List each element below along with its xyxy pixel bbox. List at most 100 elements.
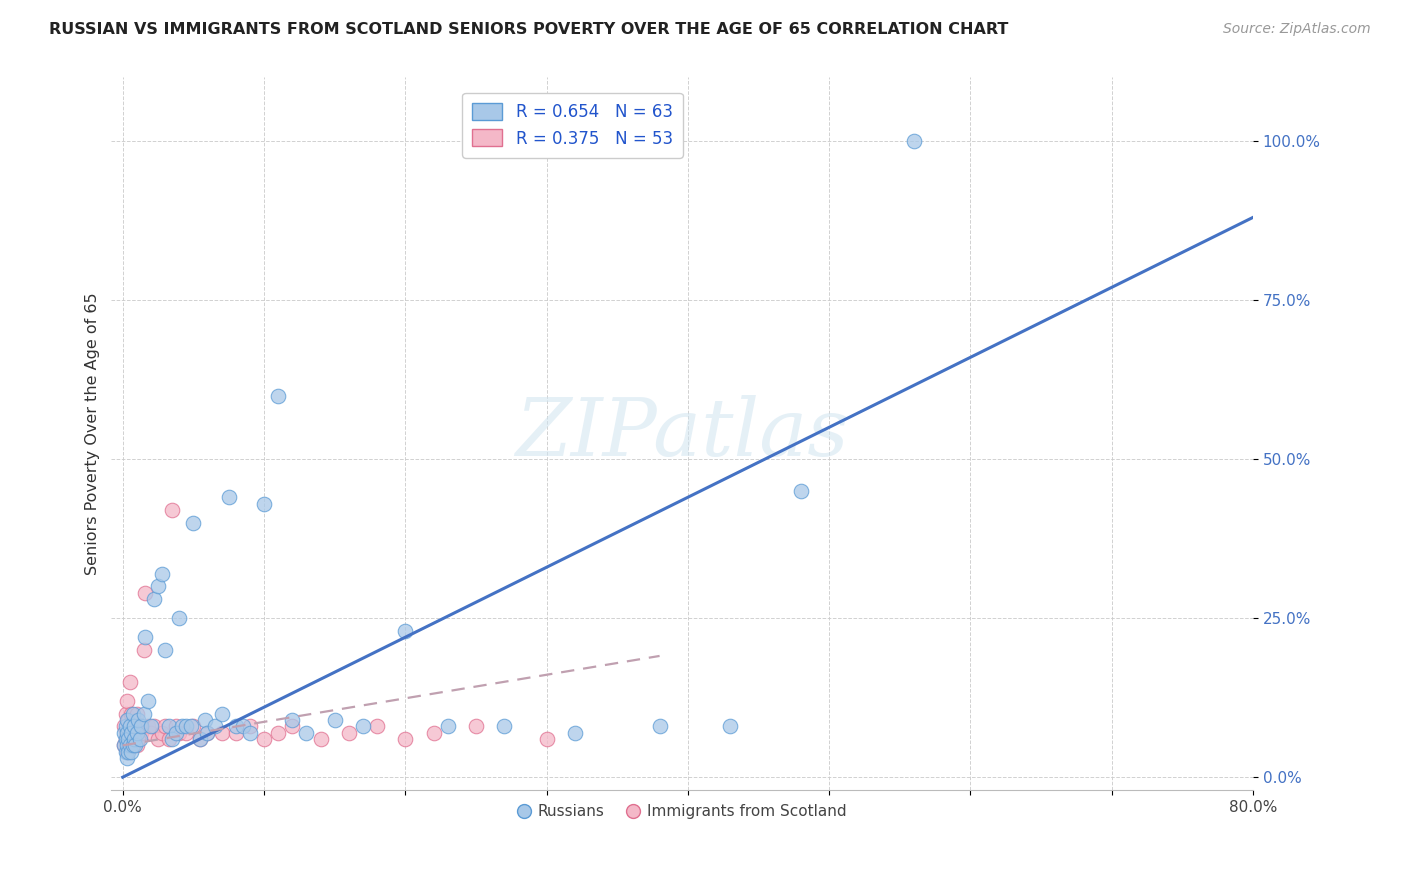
Point — [146, 731, 169, 746]
Point — [150, 725, 173, 739]
Point — [117, 731, 139, 746]
Point — [218, 490, 240, 504]
Point — [112, 725, 135, 739]
Point — [127, 713, 149, 727]
Point — [167, 725, 190, 739]
Point — [153, 643, 176, 657]
Point — [394, 731, 416, 746]
Point — [115, 739, 138, 753]
Point — [115, 751, 138, 765]
Point — [253, 731, 276, 746]
Text: Source: ZipAtlas.com: Source: ZipAtlas.com — [1223, 22, 1371, 37]
Point — [112, 739, 135, 753]
Point — [190, 731, 212, 746]
Point — [253, 497, 276, 511]
Point — [194, 713, 217, 727]
Point — [114, 706, 136, 721]
Point — [112, 719, 135, 733]
Point — [139, 719, 162, 733]
Point — [165, 719, 187, 733]
Point — [122, 725, 145, 739]
Text: RUSSIAN VS IMMIGRANTS FROM SCOTLAND SENIORS POVERTY OVER THE AGE OF 65 CORRELATI: RUSSIAN VS IMMIGRANTS FROM SCOTLAND SENI… — [49, 22, 1008, 37]
Point — [125, 706, 148, 721]
Point — [165, 725, 187, 739]
Point — [118, 719, 141, 733]
Point — [112, 739, 135, 753]
Point — [124, 739, 146, 753]
Point — [117, 745, 139, 759]
Point — [790, 483, 813, 498]
Point — [239, 725, 262, 739]
Point — [132, 706, 155, 721]
Point — [267, 725, 290, 739]
Point — [174, 725, 197, 739]
Point — [125, 739, 148, 753]
Point — [127, 731, 149, 746]
Point — [648, 719, 671, 733]
Point — [146, 579, 169, 593]
Point — [125, 725, 148, 739]
Point — [114, 719, 136, 733]
Point — [115, 725, 138, 739]
Point — [167, 611, 190, 625]
Point — [197, 725, 219, 739]
Point — [120, 725, 142, 739]
Point — [197, 725, 219, 739]
Point — [281, 719, 304, 733]
Point — [718, 719, 741, 733]
Point — [394, 624, 416, 638]
Point — [157, 719, 180, 733]
Point — [136, 719, 159, 733]
Point — [118, 731, 141, 746]
Point — [117, 713, 139, 727]
Point — [464, 719, 486, 733]
Point — [160, 503, 183, 517]
Point — [211, 706, 233, 721]
Point — [136, 694, 159, 708]
Point — [337, 725, 360, 739]
Point — [536, 731, 558, 746]
Point — [309, 731, 332, 746]
Point — [225, 725, 247, 739]
Point — [114, 731, 136, 746]
Point — [153, 719, 176, 733]
Point — [134, 630, 156, 644]
Point — [225, 719, 247, 733]
Point — [115, 725, 138, 739]
Point — [183, 719, 205, 733]
Text: ZIPatlas: ZIPatlas — [516, 395, 849, 473]
Point — [132, 643, 155, 657]
Point — [117, 739, 139, 753]
Point — [267, 388, 290, 402]
Point — [204, 719, 226, 733]
Point — [190, 731, 212, 746]
Point — [564, 725, 586, 739]
Point — [120, 739, 142, 753]
Point — [183, 516, 205, 530]
Point — [129, 725, 152, 739]
Point — [118, 719, 141, 733]
Point — [122, 731, 145, 746]
Point — [121, 731, 143, 746]
Point — [120, 706, 142, 721]
Point — [150, 566, 173, 581]
Point — [295, 725, 318, 739]
Point — [232, 719, 254, 733]
Point — [128, 719, 150, 733]
Point — [494, 719, 516, 733]
Point — [139, 725, 162, 739]
Point — [120, 745, 142, 759]
Point — [180, 719, 202, 733]
Point — [121, 739, 143, 753]
Point — [115, 713, 138, 727]
Legend: Russians, Immigrants from Scotland: Russians, Immigrants from Scotland — [512, 797, 853, 825]
Point — [118, 739, 141, 753]
Point — [128, 731, 150, 746]
Point — [160, 731, 183, 746]
Point — [903, 134, 925, 148]
Point — [122, 739, 145, 753]
Point — [142, 592, 165, 607]
Point — [124, 731, 146, 746]
Y-axis label: Seniors Poverty Over the Age of 65: Seniors Poverty Over the Age of 65 — [86, 293, 100, 575]
Point — [323, 713, 346, 727]
